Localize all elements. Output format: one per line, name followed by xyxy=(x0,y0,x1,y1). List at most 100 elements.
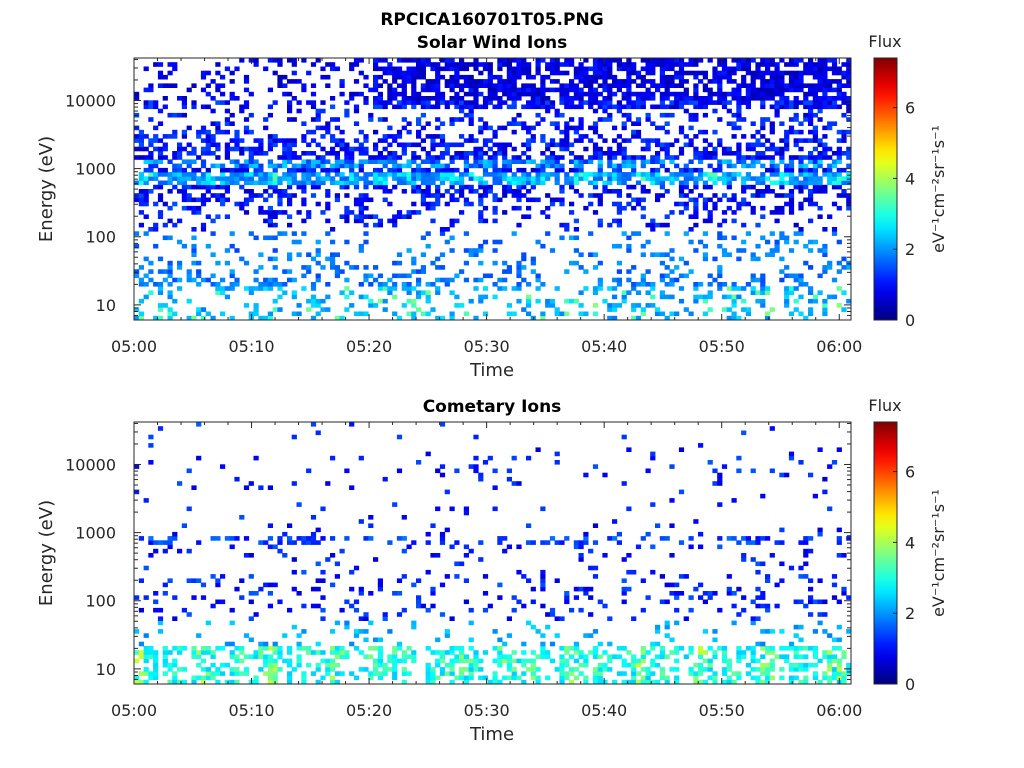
heatmap-cell xyxy=(239,58,245,63)
heatmap-cell xyxy=(540,582,546,588)
heatmap-cell xyxy=(597,117,603,122)
heatmap-cell xyxy=(554,62,560,67)
heatmap-cell xyxy=(420,96,426,101)
heatmap-cell xyxy=(822,189,828,194)
heatmap-cell xyxy=(497,176,503,181)
heatmap-cell xyxy=(200,315,207,321)
heatmap-cell xyxy=(554,197,560,203)
heatmap-cell xyxy=(492,129,498,135)
heatmap-cell xyxy=(769,125,775,131)
heatmap-cell xyxy=(468,607,474,613)
heatmap-cell xyxy=(760,100,766,105)
heatmap-cell xyxy=(148,117,154,122)
heatmap-cell xyxy=(330,167,336,173)
heatmap-cell xyxy=(664,214,670,219)
heatmap-cell xyxy=(435,104,441,110)
heatmap-cell xyxy=(506,269,512,274)
heatmap-cell xyxy=(621,578,627,583)
heatmap-cell xyxy=(827,79,833,84)
heatmap-cell xyxy=(506,654,512,659)
heatmap-cell xyxy=(377,66,383,72)
heatmap-cell xyxy=(659,125,665,131)
heatmap-cell xyxy=(760,189,766,194)
heatmap-cell xyxy=(330,62,336,67)
heatmap-cell xyxy=(301,218,307,224)
heatmap-cell xyxy=(478,70,484,76)
heatmap-cell xyxy=(502,189,508,194)
heatmap-cell xyxy=(377,675,383,681)
heatmap-cell xyxy=(516,70,522,76)
heatmap-cell xyxy=(435,277,441,283)
heatmap-cell xyxy=(310,129,317,135)
heatmap-cell xyxy=(755,91,761,97)
heatmap-cell xyxy=(769,129,775,135)
heatmap-cell xyxy=(358,142,364,148)
heatmap-cell xyxy=(200,184,207,190)
heatmap-cell xyxy=(612,286,618,291)
heatmap-cell xyxy=(215,286,221,291)
heatmap-cell xyxy=(793,58,799,63)
heatmap-cell xyxy=(612,155,618,160)
heatmap-cell xyxy=(607,658,613,664)
heatmap-cell xyxy=(707,96,713,101)
heatmap-cell xyxy=(420,176,426,181)
heatmap-cell xyxy=(392,260,398,266)
heatmap-cell xyxy=(373,104,379,110)
heatmap-cell xyxy=(396,646,403,651)
heatmap-cell xyxy=(808,189,814,194)
heatmap-cell xyxy=(516,269,522,274)
heatmap-cell xyxy=(784,138,790,143)
heatmap-cell xyxy=(253,146,259,152)
heatmap-cell xyxy=(530,134,536,139)
heatmap-cell xyxy=(449,142,455,148)
heatmap-cell xyxy=(239,201,245,207)
heatmap-cell xyxy=(449,180,455,186)
heatmap-cell xyxy=(463,112,469,118)
heatmap-cell xyxy=(760,163,766,169)
heatmap-cell xyxy=(526,311,532,317)
heatmap-cell xyxy=(430,134,436,139)
heatmap-cell xyxy=(817,66,823,72)
heatmap-cell xyxy=(411,180,417,186)
heatmap-cell xyxy=(234,129,240,135)
heatmap-cell xyxy=(803,83,809,88)
heatmap-cell xyxy=(291,540,297,545)
heatmap-cell xyxy=(693,205,699,211)
heatmap-cell xyxy=(583,146,589,152)
heatmap-cell xyxy=(420,167,426,173)
heatmap-cell xyxy=(234,163,240,169)
heatmap-cell xyxy=(760,298,766,304)
heatmap-cell xyxy=(760,70,766,76)
heatmap-cell xyxy=(220,74,226,80)
heatmap-cell xyxy=(310,650,317,655)
heatmap-cell xyxy=(196,180,202,186)
heatmap-cell xyxy=(287,658,293,664)
heatmap-cell xyxy=(177,277,183,283)
heatmap-cell xyxy=(406,96,412,101)
heatmap-cell xyxy=(430,260,436,266)
heatmap-cell xyxy=(827,172,833,177)
heatmap-cell xyxy=(153,540,159,545)
heatmap-cell xyxy=(200,74,207,80)
heatmap-cell xyxy=(750,163,756,169)
heatmap-cell xyxy=(745,536,751,541)
heatmap-cell xyxy=(153,607,159,613)
heatmap-cell xyxy=(401,100,407,105)
heatmap-cell xyxy=(817,189,823,194)
heatmap-cell xyxy=(435,159,441,164)
heatmap-cell xyxy=(717,273,723,279)
heatmap-cell xyxy=(463,667,469,672)
heatmap-cell xyxy=(549,142,556,148)
heatmap-cell xyxy=(760,277,766,283)
heatmap-cell xyxy=(511,74,517,80)
heatmap-cell xyxy=(157,540,164,545)
heatmap-cell xyxy=(148,142,154,148)
heatmap-cell xyxy=(578,662,584,668)
heatmap-cell xyxy=(674,679,680,685)
heatmap-cell xyxy=(745,66,751,72)
heatmap-cell xyxy=(750,146,756,152)
heatmap-cell xyxy=(526,578,532,583)
heatmap-cell xyxy=(717,176,723,181)
heatmap-cell xyxy=(793,222,799,228)
heatmap-cell xyxy=(846,671,852,676)
